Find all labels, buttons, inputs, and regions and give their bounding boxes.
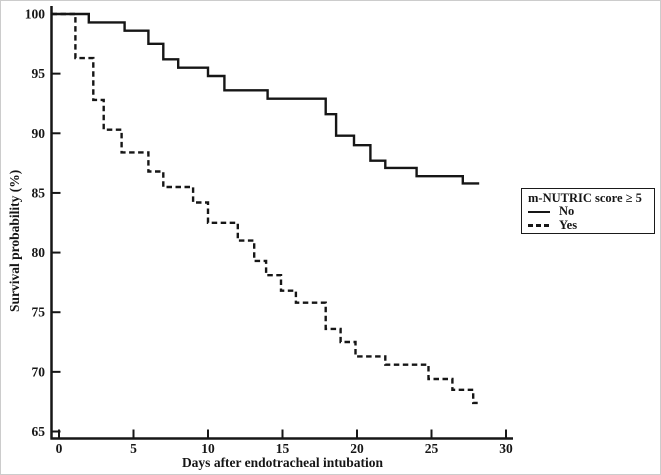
y-tick-label: 95 [32,66,46,81]
legend-item-no: No [528,205,650,219]
axes-lines [50,6,513,440]
y-axis-title: Survival probability (%) [7,169,22,313]
legend-label-yes: Yes [559,217,578,232]
x-tick-label: 25 [425,441,439,456]
y-tick-label: 75 [32,305,46,320]
legend-item-yes: Yes [528,217,650,233]
y-tick-label: 90 [32,126,46,141]
x-tick-label: 5 [130,441,137,456]
km-curve-yes [51,12,478,405]
legend-label-no: No [559,204,575,219]
y-tick-label: 100 [25,7,46,22]
x-tick-label: 15 [276,441,290,456]
solid-line-swatch-icon [528,210,550,213]
y-tick-label: 65 [32,424,46,439]
x-tick-label: 30 [499,441,513,456]
x-tick-label: 20 [350,441,364,456]
dashed-line-swatch-icon [528,223,550,227]
y-tick-label: 80 [32,245,46,260]
km-curve-no [51,12,480,185]
legend-title: m-NUTRIC score ≥ 5 [528,191,642,205]
legend-box: m-NUTRIC score ≥ 5 No Yes [521,188,655,234]
x-tick-label: 0 [56,441,63,456]
x-tick-label: 10 [201,441,215,456]
x-axis-title: Days after endotracheal intubation [181,455,384,470]
y-tick-label: 85 [32,185,46,200]
y-tick-label: 70 [32,364,46,379]
